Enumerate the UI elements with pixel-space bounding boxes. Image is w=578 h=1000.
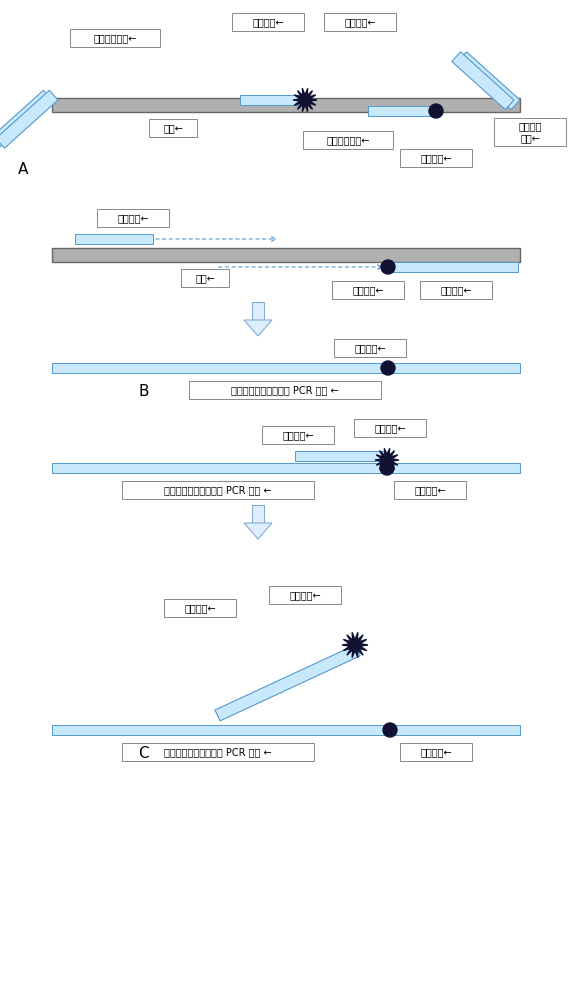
Bar bbox=[494, 118, 566, 146]
Circle shape bbox=[383, 723, 397, 737]
Bar bbox=[354, 419, 426, 437]
Text: 荧光探针←: 荧光探针← bbox=[252, 17, 284, 27]
Bar bbox=[334, 339, 406, 357]
Polygon shape bbox=[244, 523, 272, 539]
Bar bbox=[70, 29, 160, 47]
Polygon shape bbox=[215, 645, 360, 721]
Text: 淣灭基团←: 淣灭基团← bbox=[420, 747, 452, 757]
Bar bbox=[295, 451, 387, 461]
Bar bbox=[189, 381, 381, 399]
Bar bbox=[400, 149, 472, 167]
Bar bbox=[240, 95, 305, 105]
Bar bbox=[269, 586, 341, 604]
Bar bbox=[332, 281, 404, 299]
Bar bbox=[324, 13, 396, 31]
Bar bbox=[420, 281, 492, 299]
Text: 荧光基团←: 荧光基团← bbox=[289, 590, 321, 600]
Polygon shape bbox=[244, 320, 272, 336]
Bar bbox=[164, 599, 236, 617]
Bar bbox=[52, 98, 520, 112]
Bar bbox=[149, 119, 197, 137]
Text: 荧光探针←: 荧光探针← bbox=[184, 603, 216, 613]
Text: 淣灭基团←: 淣灭基团← bbox=[352, 285, 384, 295]
Text: A: A bbox=[18, 162, 28, 178]
Bar bbox=[262, 426, 334, 444]
Polygon shape bbox=[342, 632, 368, 658]
Text: 模板←: 模板← bbox=[163, 123, 183, 133]
Text: B: B bbox=[138, 384, 149, 399]
Text: C: C bbox=[138, 746, 149, 762]
Text: 荧光基团←: 荧光基团← bbox=[344, 17, 376, 27]
Text: 模板←: 模板← bbox=[195, 273, 215, 283]
Polygon shape bbox=[0, 90, 52, 148]
Bar bbox=[394, 481, 466, 499]
Bar bbox=[253, 302, 264, 320]
Text: 反向引物←: 反向引物← bbox=[440, 285, 472, 295]
Text: 反向富集引物←: 反向富集引物← bbox=[327, 135, 370, 145]
Bar bbox=[122, 481, 314, 499]
Text: 荧光基团←: 荧光基团← bbox=[374, 423, 406, 433]
Circle shape bbox=[381, 361, 395, 375]
Circle shape bbox=[429, 104, 443, 118]
Bar bbox=[232, 13, 304, 31]
Bar bbox=[122, 743, 314, 761]
Bar bbox=[400, 743, 472, 761]
Bar bbox=[52, 463, 520, 473]
Bar bbox=[52, 725, 520, 735]
Circle shape bbox=[380, 461, 394, 475]
Polygon shape bbox=[375, 448, 399, 472]
Bar bbox=[181, 269, 229, 287]
Bar bbox=[388, 262, 518, 272]
Polygon shape bbox=[0, 90, 58, 148]
Text: 反向引物延申形成单链 PCR 产物 ←: 反向引物延申形成单链 PCR 产物 ← bbox=[164, 747, 272, 757]
Polygon shape bbox=[293, 88, 317, 112]
Text: 反向引物延申形成单链 PCR 产物 ←: 反向引物延申形成单链 PCR 产物 ← bbox=[231, 385, 339, 395]
Circle shape bbox=[381, 260, 395, 274]
Bar bbox=[52, 248, 520, 262]
Text: 反向通用
引物←: 反向通用 引物← bbox=[518, 121, 542, 143]
Text: 淣灭基团←: 淣灭基团← bbox=[414, 485, 446, 495]
Text: 淣灭基团←: 淣灭基团← bbox=[420, 153, 452, 163]
Bar bbox=[97, 209, 169, 227]
Text: 正向引物←: 正向引物← bbox=[117, 213, 149, 223]
Bar bbox=[75, 234, 153, 244]
Text: 正向富集引物←: 正向富集引物← bbox=[93, 33, 136, 43]
Text: 荧光探针←: 荧光探针← bbox=[282, 430, 314, 440]
Polygon shape bbox=[458, 52, 520, 110]
Bar bbox=[368, 106, 436, 116]
Text: 反向引物延申形成单链 PCR 产物 ←: 反向引物延申形成单链 PCR 产物 ← bbox=[164, 485, 272, 495]
Text: 淣灭基团←: 淣灭基团← bbox=[354, 343, 386, 353]
Polygon shape bbox=[452, 52, 514, 110]
Bar bbox=[52, 363, 520, 373]
Bar bbox=[253, 505, 264, 523]
Bar bbox=[303, 131, 393, 149]
